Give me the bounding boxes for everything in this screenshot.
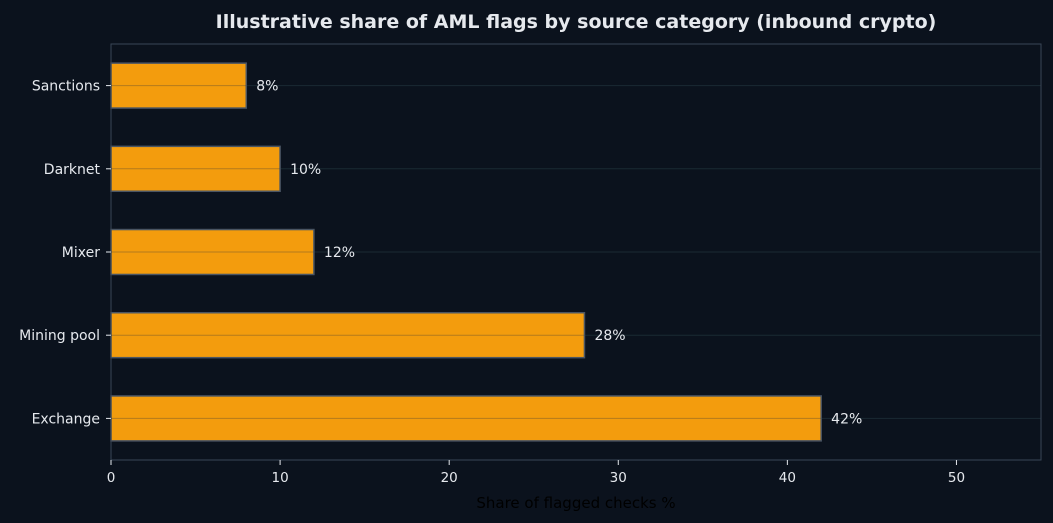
x-tick-label: 50: [948, 470, 965, 486]
x-axis-ticks: 0 10 20 30 40 50: [107, 460, 965, 486]
x-tick-label: 20: [441, 470, 458, 486]
value-label: 12%: [324, 245, 355, 261]
x-axis-title: Share of flagged checks %: [476, 494, 675, 512]
chart-title: Illustrative share of AML flags by sourc…: [216, 11, 937, 33]
x-tick-label: 0: [107, 470, 116, 486]
value-label: 42%: [831, 411, 862, 427]
y-tick-label: Mining pool: [19, 328, 100, 344]
bars: 42% 28% 12% 10% 8%: [110, 62, 862, 442]
value-label: 28%: [594, 328, 625, 344]
bar-mining-pool: [110, 311, 586, 359]
x-tick-label: 40: [779, 470, 796, 486]
y-axis-categories: Exchange Mining pool Mixer Darknet Sanctions: [19, 79, 111, 427]
value-label: 8%: [256, 79, 278, 95]
value-label: 10%: [290, 162, 321, 178]
bar-mixer: [110, 228, 315, 276]
y-tick-label: Sanctions: [32, 79, 100, 95]
bar-darknet: [110, 145, 281, 193]
y-tick-label: Mixer: [62, 245, 100, 261]
y-tick-label: Darknet: [44, 162, 101, 178]
bar-sanctions: [110, 62, 248, 109]
x-tick-label: 30: [610, 470, 627, 486]
x-tick-label: 10: [271, 470, 288, 486]
y-tick-label: Exchange: [32, 411, 100, 427]
bar-exchange: [110, 395, 822, 442]
